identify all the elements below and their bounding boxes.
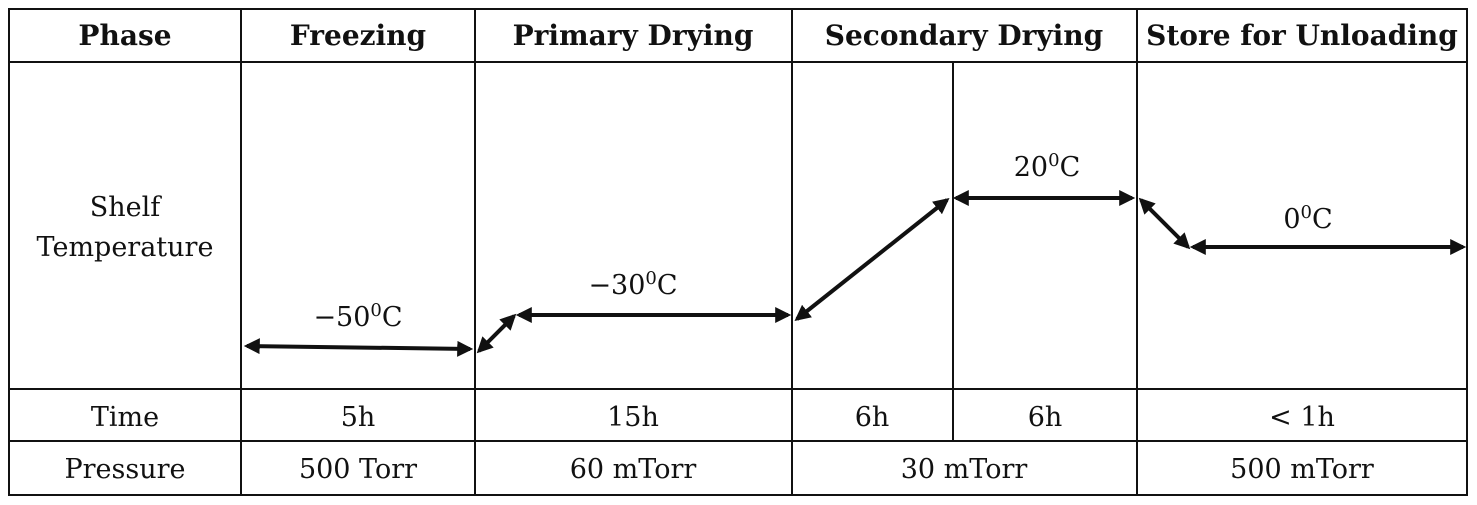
shelf-label-line2: Temperature: [37, 232, 214, 263]
temp-label-secondary-hold: 200C: [1014, 150, 1080, 183]
degree-mark: 0: [645, 268, 656, 289]
temp-label-primary: −300C: [588, 268, 677, 301]
time-label: Time: [91, 402, 159, 433]
degree-mark: 0: [1048, 150, 1059, 171]
header-primary-drying: Primary Drying: [513, 19, 754, 52]
pressure-freezing: 500 Torr: [299, 454, 417, 485]
shelf-label-line1: Shelf: [90, 192, 162, 223]
time-secondary-hold: 6h: [1028, 402, 1063, 433]
header-secondary-drying: Secondary Drying: [825, 19, 1103, 52]
arrow-ramp-to-secondary: [794, 198, 950, 321]
time-secondary-ramp: 6h: [855, 402, 890, 433]
pressure-secondary: 30 mTorr: [901, 454, 1028, 485]
temp-value-store: 0: [1283, 204, 1300, 235]
pressure-primary: 60 mTorr: [570, 454, 697, 485]
header-store-for-unloading: Store for Unloading: [1146, 19, 1458, 52]
temp-value-secondary-hold: 20: [1014, 152, 1048, 183]
temp-unit: C: [657, 270, 678, 301]
arrow-ramp-to-store: [1138, 197, 1191, 250]
degree-mark: 0: [1301, 202, 1312, 223]
temp-value-primary: −30: [588, 270, 645, 301]
pressure-label: Pressure: [64, 454, 185, 485]
temp-label-freezing: −500C: [313, 300, 402, 333]
temp-value-freezing: −50: [313, 302, 370, 333]
temperature-profile: [243, 190, 1467, 357]
time-primary: 15h: [607, 402, 659, 433]
temp-label-store: 00C: [1283, 202, 1332, 235]
temp-unit: C: [1312, 204, 1333, 235]
degree-mark: 0: [370, 300, 381, 321]
pressure-store: 500 mTorr: [1230, 454, 1374, 485]
time-freezing: 5h: [341, 402, 376, 433]
temp-unit: C: [382, 302, 403, 333]
arrow-ramp-to-primary: [476, 313, 517, 354]
arrow-freezing-hold: [243, 338, 474, 357]
temp-unit: C: [1060, 152, 1081, 183]
header-phase-label: Phase: [78, 19, 171, 52]
time-store: < 1h: [1269, 402, 1335, 433]
table-grid: [8, 8, 1468, 496]
header-freezing: Freezing: [290, 19, 426, 52]
